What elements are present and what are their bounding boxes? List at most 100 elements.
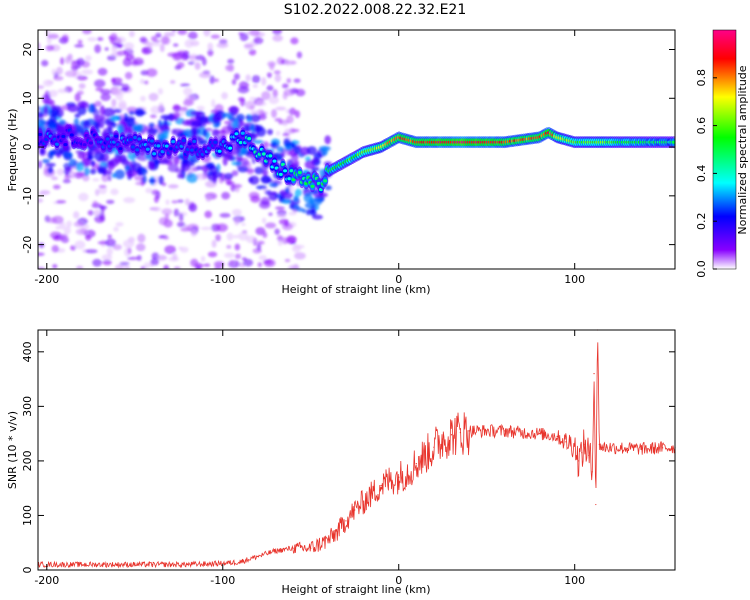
band-blob — [250, 113, 261, 123]
noise-blob — [204, 210, 212, 219]
noise-blob — [171, 200, 179, 204]
band-blob — [312, 214, 323, 220]
band-blob — [62, 151, 73, 158]
ridge-core — [671, 140, 675, 144]
noise-blob — [160, 36, 170, 45]
noise-blob — [59, 221, 66, 230]
ridge-core — [240, 131, 245, 135]
ridge-core — [63, 142, 68, 147]
noise-blob — [41, 59, 49, 67]
snr-point — [222, 562, 224, 565]
snr-point — [406, 471, 409, 473]
ridge-core — [55, 142, 60, 146]
band-blob — [113, 108, 122, 113]
band-blob — [222, 156, 228, 166]
noise-blob — [61, 34, 69, 43]
noise-blob — [78, 192, 89, 202]
noise-blob — [201, 57, 207, 66]
band-blob — [281, 199, 292, 204]
noise-blob — [155, 32, 162, 38]
snr-point — [468, 430, 470, 432]
noise-blob — [101, 254, 113, 261]
band-blob — [45, 162, 56, 167]
noise-blob — [74, 44, 84, 48]
noise-blob — [282, 122, 288, 127]
band-blob — [94, 151, 105, 161]
snr-point — [362, 501, 365, 503]
snr-point — [433, 446, 435, 448]
noise-blob — [228, 260, 240, 268]
noise-blob — [75, 228, 88, 236]
band-blob — [324, 135, 332, 145]
noise-blob — [277, 240, 283, 246]
noise-blob — [164, 213, 170, 222]
ridge-core — [297, 170, 302, 175]
noise-blob — [92, 200, 99, 207]
band-blob — [159, 125, 170, 132]
noise-blob — [270, 108, 278, 118]
band-blob — [157, 175, 164, 185]
noise-blob — [52, 184, 61, 190]
noise-blob — [173, 208, 180, 217]
noise-blob — [51, 245, 59, 253]
noise-blob — [259, 200, 271, 209]
ridge-core — [150, 139, 155, 143]
ridge-core — [135, 148, 140, 152]
band-blob — [321, 146, 328, 156]
snr-anchor-points — [37, 329, 676, 566]
noise-blob — [105, 238, 117, 247]
band-blob — [195, 165, 203, 171]
noise-blob — [143, 262, 150, 269]
noise-blob — [38, 160, 43, 169]
noise-blob — [256, 101, 267, 107]
band-blob — [224, 172, 234, 180]
noise-blob — [203, 263, 211, 267]
snr-point — [574, 443, 576, 446]
noise-blob — [284, 219, 290, 228]
noise-blob — [76, 265, 84, 269]
noise-blob — [85, 55, 92, 61]
spectrogram-xlabel: Height of straight line (km) — [281, 283, 430, 296]
band-blob — [121, 158, 129, 166]
noise-blob — [241, 222, 246, 226]
noise-blob — [256, 108, 265, 115]
noise-blob — [124, 265, 131, 269]
noise-blob — [261, 76, 267, 86]
band-blob — [268, 191, 279, 201]
noise-blob — [211, 239, 217, 248]
snr-point — [424, 454, 426, 457]
noise-blob — [178, 213, 184, 222]
band-blob — [127, 151, 136, 160]
figure-title: S102.2022.008.22.32.E21 — [284, 2, 467, 18]
noise-blob — [187, 31, 198, 40]
noise-blob — [128, 30, 135, 38]
noise-blob — [275, 130, 281, 136]
band-blob — [89, 168, 97, 175]
band-blob — [270, 142, 277, 148]
noise-blob — [177, 30, 188, 35]
noise-blob — [51, 215, 64, 225]
noise-blob — [74, 240, 86, 250]
noise-blob — [250, 110, 259, 115]
band-blob — [103, 107, 116, 118]
band-blob — [199, 116, 209, 123]
band-blob — [324, 185, 332, 191]
noise-blob — [272, 30, 282, 35]
band-blob — [158, 159, 170, 164]
colorbar-tick-label: 0.6 — [695, 117, 708, 135]
colorbar-tick-label: 0.4 — [695, 165, 708, 183]
noise-blob — [250, 195, 261, 203]
ridge-core — [38, 132, 43, 137]
noise-blob — [100, 93, 111, 101]
band-blob — [74, 113, 81, 119]
noise-blob — [251, 75, 261, 84]
band-blob — [248, 175, 260, 185]
noise-blob — [43, 165, 50, 174]
band-blob — [229, 106, 239, 116]
noise-blob — [94, 100, 102, 107]
noise-blob — [187, 61, 195, 65]
spectrogram-xtick-label: 100 — [564, 273, 585, 286]
band-blob — [154, 159, 160, 164]
noise-blob — [194, 62, 201, 70]
noise-blob — [226, 232, 234, 241]
